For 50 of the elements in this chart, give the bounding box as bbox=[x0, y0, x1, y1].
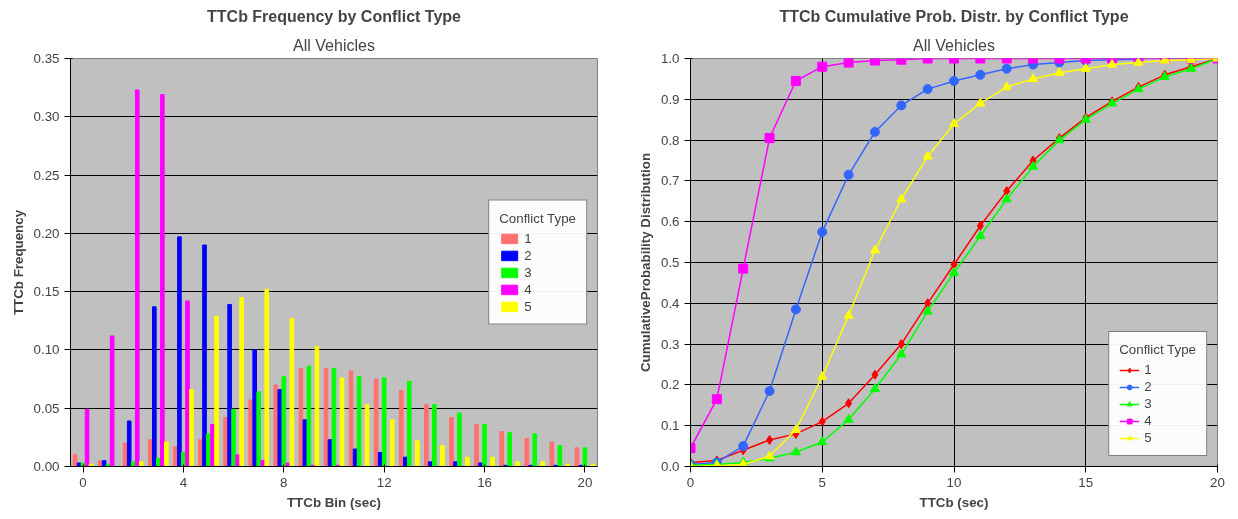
y-tick-label: 0.4 bbox=[660, 295, 681, 311]
legend-title: Conflict Type bbox=[1119, 342, 1196, 357]
legend-label: 5 bbox=[524, 298, 533, 314]
chart-title: TTCb Cumulative Prob. Distr. by Conflict Type bbox=[779, 7, 1129, 25]
x-tick-label: 4 bbox=[179, 474, 188, 490]
x-tick-label: 20 bbox=[577, 474, 593, 490]
x-tick-label: 8 bbox=[280, 474, 288, 490]
legend-label: 5 bbox=[1144, 430, 1153, 445]
y-tick-label: 0.5 bbox=[660, 255, 680, 270]
legend-label: 3 bbox=[1144, 396, 1153, 411]
y-tick-label: 0.30 bbox=[33, 109, 60, 125]
legend-label: 4 bbox=[524, 281, 533, 297]
x-tick-label: 5 bbox=[818, 474, 826, 490]
legend-title: Conflict Type bbox=[499, 210, 576, 226]
y-tick-label: 0.00 bbox=[33, 459, 60, 474]
x-axis-title: TTCb (sec) bbox=[919, 494, 989, 510]
y-tick-label: 0.05 bbox=[33, 400, 60, 416]
y-axis-title: CumulativeProbability Distribution bbox=[637, 152, 653, 373]
y-tick-label: 0.9 bbox=[660, 91, 680, 107]
x-axis-title: TTCb Bin (sec) bbox=[286, 494, 382, 510]
legend-label: 3 bbox=[524, 264, 533, 280]
y-tick-label: 0.1 bbox=[660, 418, 680, 434]
y-tick-label: 0.3 bbox=[660, 336, 680, 352]
x-tick-label: 16 bbox=[477, 474, 492, 490]
y-tick-label: 0.10 bbox=[33, 342, 60, 358]
legend-label: 4 bbox=[1144, 413, 1153, 428]
legend-label: 2 bbox=[524, 247, 533, 263]
chart-title: TTCb Frequency by Conflict Type bbox=[207, 7, 462, 25]
y-tick-label: 0.25 bbox=[33, 167, 60, 183]
x-tick-label: 10 bbox=[946, 474, 962, 490]
legend-label: 1 bbox=[1144, 362, 1153, 377]
y-tick-label: 0.35 bbox=[33, 51, 60, 66]
chart-subtitle: All Vehicles bbox=[293, 36, 375, 54]
chart-subtitle: All Vehicles bbox=[913, 36, 995, 54]
x-tick-label: 15 bbox=[1078, 474, 1094, 490]
y-tick-label: 0.8 bbox=[660, 132, 680, 148]
y-tick-label: 0.15 bbox=[33, 284, 60, 300]
x-tick-label: 20 bbox=[1210, 474, 1225, 490]
y-tick-label: 0.20 bbox=[33, 225, 60, 241]
x-tick-label: 0 bbox=[686, 474, 695, 490]
y-tick-label: 1.0 bbox=[660, 51, 680, 66]
y-tick-label: 0.6 bbox=[660, 214, 680, 230]
y-axis-title: TTCb Frequency bbox=[10, 209, 26, 316]
y-tick-label: 0.0 bbox=[660, 459, 680, 474]
legend-label: 1 bbox=[524, 230, 533, 246]
y-tick-label: 0.2 bbox=[660, 377, 680, 393]
y-tick-label: 0.7 bbox=[660, 173, 680, 189]
legend-label: 2 bbox=[1144, 379, 1153, 394]
x-tick-label: 12 bbox=[376, 474, 392, 490]
x-tick-label: 0 bbox=[79, 474, 87, 490]
